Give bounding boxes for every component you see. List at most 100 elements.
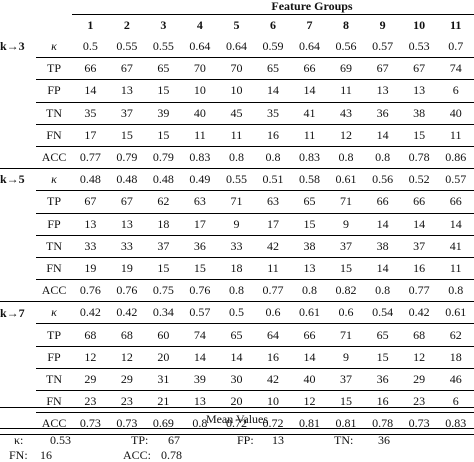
value-cell: 14 (400, 213, 438, 236)
column-header-row: 1 2 3 4 5 6 7 8 9 10 11 (0, 14, 474, 36)
value-cell: 74 (181, 323, 219, 347)
value-cell: 62 (437, 323, 474, 347)
value-cell: 40 (181, 102, 219, 125)
value-cell: 0.64 (291, 36, 328, 59)
metric-label: FP (36, 346, 73, 369)
value-cell: 0.42 (72, 301, 109, 325)
value-cell: 42 (254, 368, 292, 392)
mean-kappa-label: κ: (14, 433, 24, 447)
table-row: TP 66 67 65 70 70 65 66 69 67 67 74 (0, 57, 474, 81)
value-cell: 0.64 (218, 36, 255, 59)
value-cell: 37 (145, 235, 182, 258)
value-cell: 0.82 (327, 279, 365, 303)
value-cell: 0.8 (364, 279, 401, 303)
value-cell: 20 (218, 390, 255, 414)
value-cell: 10 (181, 79, 219, 103)
value-cell: 37 (327, 368, 365, 392)
value-cell: 39 (181, 368, 219, 392)
value-cell: 11 (327, 79, 365, 103)
value-cell: 13 (400, 79, 438, 103)
value-cell: 0.54 (364, 301, 401, 325)
value-cell: 0.78 (364, 412, 401, 436)
table-row: TN 33 33 37 36 33 42 38 37 38 37 41 (0, 235, 474, 258)
value-cell: 12 (291, 390, 328, 414)
column-header: 7 (306, 17, 313, 32)
value-cell: 65 (254, 57, 292, 81)
value-cell: 11 (291, 124, 328, 147)
value-cell: 6 (437, 79, 474, 103)
value-cell: 0.34 (145, 301, 182, 325)
table-row: k→3 κ 0.5 0.55 0.55 0.64 0.64 0.59 0.64 0.56 0.57 0… (0, 36, 474, 59)
value-cell: 35 (72, 102, 109, 125)
table-row: TP 67 67 62 63 71 63 65 71 66 66 66 (0, 190, 474, 214)
value-cell: 13 (72, 213, 109, 236)
value-cell: 0.6 (254, 301, 292, 325)
group-label (0, 324, 36, 346)
value-cell: 14 (72, 79, 109, 103)
value-cell: 14 (364, 124, 401, 147)
value-cell: 11 (181, 124, 219, 147)
value-cell: 11 (437, 257, 474, 281)
value-cell: 19 (72, 257, 109, 281)
metric-label: ACC (36, 279, 73, 303)
group-label (0, 213, 36, 235)
metric-label: FN (36, 124, 73, 147)
group-label (0, 412, 37, 436)
mean-tp-label: TP: (131, 433, 149, 447)
value-cell: 39 (145, 102, 182, 125)
results-table: 1 2 3 4 5 6 7 8 9 10 11 k→3 κ 0.5 0.55 0.55 0.64 0.64 0.59… (0, 14, 474, 436)
value-cell: 12 (108, 346, 146, 369)
group-label (0, 191, 36, 213)
value-cell: 0.5 (218, 301, 255, 325)
column-header: 5 (233, 17, 240, 32)
group-label (0, 368, 36, 390)
value-cell: 15 (291, 213, 328, 236)
value-cell: 67 (72, 190, 109, 214)
header-blank-cell (36, 14, 72, 36)
group-label: k→7 (0, 305, 25, 320)
value-cell: 74 (437, 57, 474, 81)
value-cell: 42 (254, 235, 292, 258)
value-cell: 0.59 (254, 36, 292, 59)
value-cell: 9 (327, 346, 365, 369)
table-row: k→7 κ 0.42 0.42 0.34 0.57 0.5 0.6 0.61 0.6 0.54 0.4… (0, 301, 474, 325)
value-cell: 35 (254, 102, 292, 125)
mean-fp-value: 13 (272, 433, 284, 447)
table-row: ACC 0.73 0.73 0.69 0.8 0.72 0.72 0.81 0.81 0.78 0.… (0, 412, 474, 436)
value-cell: 13 (364, 79, 401, 103)
value-cell: 71 (327, 190, 365, 214)
value-cell: 15 (327, 390, 365, 414)
value-cell: 18 (437, 346, 474, 369)
value-cell: 0.55 (108, 36, 146, 59)
value-cell: 66 (364, 190, 401, 214)
value-cell: 0.69 (145, 412, 182, 436)
value-cell: 9 (218, 213, 255, 236)
value-cell: 0.49 (181, 168, 219, 192)
value-cell: 65 (145, 57, 182, 81)
mean-fn-label: FN: (9, 448, 28, 462)
metric-label: TN (36, 235, 73, 258)
value-cell: 0.6 (327, 301, 365, 325)
metric-label: FN (36, 257, 73, 281)
value-cell: 71 (218, 190, 255, 214)
value-cell: 0.48 (145, 168, 182, 192)
value-cell: 15 (145, 79, 182, 103)
metric-label: ACC (36, 146, 73, 170)
value-cell: 0.56 (364, 168, 401, 192)
value-cell: 14 (218, 346, 255, 369)
value-cell: 17 (181, 213, 219, 236)
value-cell: 16 (364, 390, 401, 414)
value-cell: 60 (145, 323, 182, 347)
value-cell: 0.55 (145, 36, 182, 59)
value-cell: 10 (218, 79, 255, 103)
value-cell: 37 (327, 235, 365, 258)
value-cell: 20 (145, 346, 182, 369)
value-cell: 33 (72, 235, 109, 258)
title-rule (72, 14, 474, 15)
value-cell: 14 (181, 346, 219, 369)
value-cell: 6 (437, 390, 474, 414)
group-label (0, 346, 36, 368)
value-cell: 16 (254, 124, 292, 147)
metric-label: ACC (36, 412, 73, 436)
value-cell: 68 (400, 323, 438, 347)
